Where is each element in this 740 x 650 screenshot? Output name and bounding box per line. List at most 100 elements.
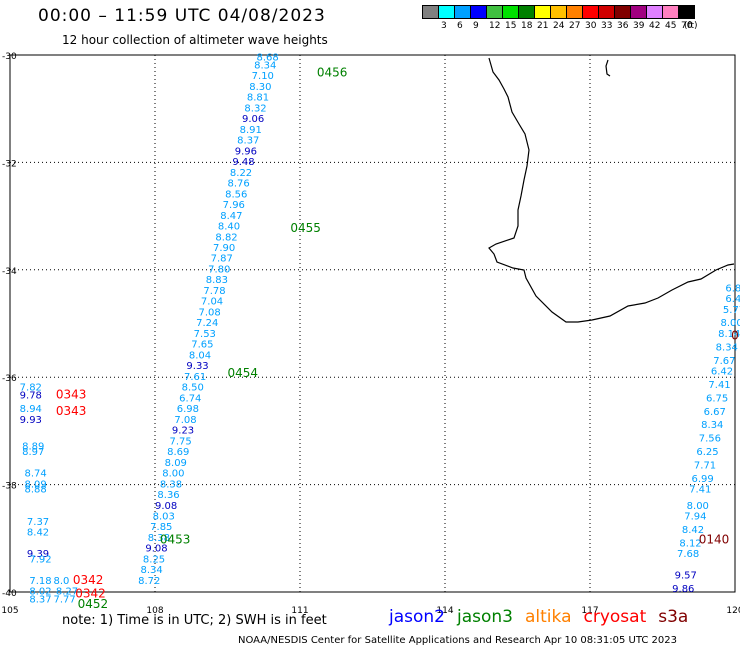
swh-value: 7.80: [208, 264, 230, 275]
swh-value: 8.32: [244, 103, 266, 114]
swh-value: 8.47: [220, 211, 242, 222]
swh-value: 6.42: [711, 367, 733, 378]
footer-credit: NOAA/NESDIS Center for Satellite Applica…: [238, 635, 677, 646]
pass-time-label: 0454: [228, 366, 259, 380]
swh-value: 8.04: [189, 350, 211, 361]
swh-value: 8.34: [701, 420, 723, 431]
swh-value: 8.14: [718, 329, 740, 340]
swh-value: 7.10: [252, 71, 274, 82]
swh-value: 8.72: [138, 576, 160, 587]
swh-value: 8.00: [687, 501, 709, 512]
legend-label: 24: [553, 21, 565, 31]
page-title: 00:00 – 11:59 UTC 04/08/2023: [38, 6, 326, 26]
swh-value: 7.04: [201, 297, 223, 308]
swh-value: 8.38: [148, 533, 170, 544]
swh-value: 8.89: [22, 442, 44, 453]
swh-value: 7.61: [184, 372, 206, 383]
swh-value: 7.71: [694, 460, 716, 471]
legend-label: 12: [489, 21, 501, 31]
lon-tick-label: 117: [581, 606, 598, 616]
legend-label: 42: [649, 21, 661, 31]
swh-value: 8.09: [25, 479, 47, 490]
pass-time-label: 0453: [160, 533, 191, 547]
swh-value: 8.00: [721, 318, 740, 329]
swh-value: 8.69: [167, 447, 189, 458]
legend-label: 33: [601, 21, 613, 31]
pass-time-label: 0456: [317, 65, 348, 79]
legend-label: 70: [681, 21, 693, 31]
swh-value: 8.36: [157, 490, 179, 501]
lat-tick-label: -36: [2, 374, 17, 384]
pass-time-label: 0140: [699, 533, 730, 547]
swh-value: 6.85: [725, 283, 740, 294]
swh-value: 8.27: [56, 587, 78, 598]
swh-value: 7.41: [708, 380, 730, 391]
swh-value: 7.41: [689, 485, 711, 496]
swh-value: 7.65: [191, 340, 213, 351]
swh-value: 8.42: [682, 525, 704, 536]
swh-value: 8.82: [215, 232, 237, 243]
legend-label: 3: [441, 21, 447, 31]
swh-value: 7.87: [211, 254, 233, 265]
swh-value: 9.57: [675, 571, 697, 582]
pass-time-label: 0342: [75, 586, 106, 600]
swh-values: 8.688.347.108.308.818.329.068.918.379.96…: [20, 52, 740, 605]
swh-value: 8.91: [240, 125, 262, 136]
swh-value: 8.74: [25, 469, 47, 480]
legend-label: (ft): [684, 21, 698, 31]
swh-value: 8.68: [257, 52, 279, 63]
swh-value: 7.18: [29, 576, 51, 587]
swh-value: 8.56: [225, 189, 247, 200]
legend-label: 6: [457, 21, 463, 31]
swh-value: 9.93: [20, 415, 42, 426]
pass-time-label: 0343: [56, 388, 87, 402]
swh-value: 6.75: [706, 393, 728, 404]
legend-label: 30: [585, 21, 597, 31]
swh-value: 8.12: [679, 538, 701, 549]
legend-label: 39: [633, 21, 645, 31]
swh-value: 7.96: [223, 200, 245, 211]
page-subtitle: 12 hour collection of altimeter wave hei…: [62, 33, 328, 47]
pass-time-label: 0: [731, 329, 739, 343]
axis-tick-labels: 105 108 111 114 117 120 -30 -32 -34 -36 -38 -40: [1, 52, 740, 616]
swh-value: 8.97: [22, 447, 44, 458]
swh-value: 9.06: [242, 114, 264, 125]
legend-label: 9: [473, 21, 479, 31]
mission-s3a: s3a: [658, 607, 689, 627]
swh-value: 9.78: [20, 391, 42, 402]
mission-jason2: jason2: [389, 607, 445, 627]
lon-tick-label: 105: [1, 606, 18, 616]
swh-value: 8.88: [25, 485, 47, 496]
swh-value: 7.68: [677, 549, 699, 560]
swh-value: 8.38: [160, 479, 182, 490]
legend-label: 45: [665, 21, 677, 31]
swh-value: 8.81: [247, 93, 269, 104]
mission-altika: altika: [525, 607, 572, 627]
swh-value: 9.39: [27, 549, 49, 560]
swh-value: 7.94: [684, 512, 706, 523]
swh-value: 7.08: [199, 307, 221, 318]
swh-value: 8.37: [237, 136, 259, 147]
swh-value: 6.74: [179, 393, 201, 404]
swh-value: 7.67: [713, 356, 735, 367]
map-frame: [9, 54, 736, 593]
swh-value: 8.03: [153, 512, 175, 523]
legend-label: 21: [537, 21, 549, 31]
lat-tick-label: -30: [2, 52, 17, 62]
australia-coastline: [488, 57, 735, 323]
swh-value: 8.09: [165, 458, 187, 469]
coastline-west: [488, 57, 735, 323]
swh-value: 8.34: [254, 60, 276, 71]
legend-swatch: [678, 5, 695, 19]
swh-value: 7.75: [170, 436, 192, 447]
lon-tick-label: 108: [146, 606, 163, 616]
color-legend: 3 6 9 12 15 18 21 24 27 30 33 36 39 42 45 70 (ft): [422, 5, 698, 31]
lat-tick-label: -40: [2, 589, 17, 599]
swh-value: 5.77: [723, 305, 740, 316]
swh-value: 8.83: [206, 275, 228, 286]
mission-legend: jason2 jason3 altika cryosat s3a: [389, 607, 700, 627]
legend-label: 15: [505, 21, 517, 31]
swh-value: 6.45: [725, 294, 740, 305]
